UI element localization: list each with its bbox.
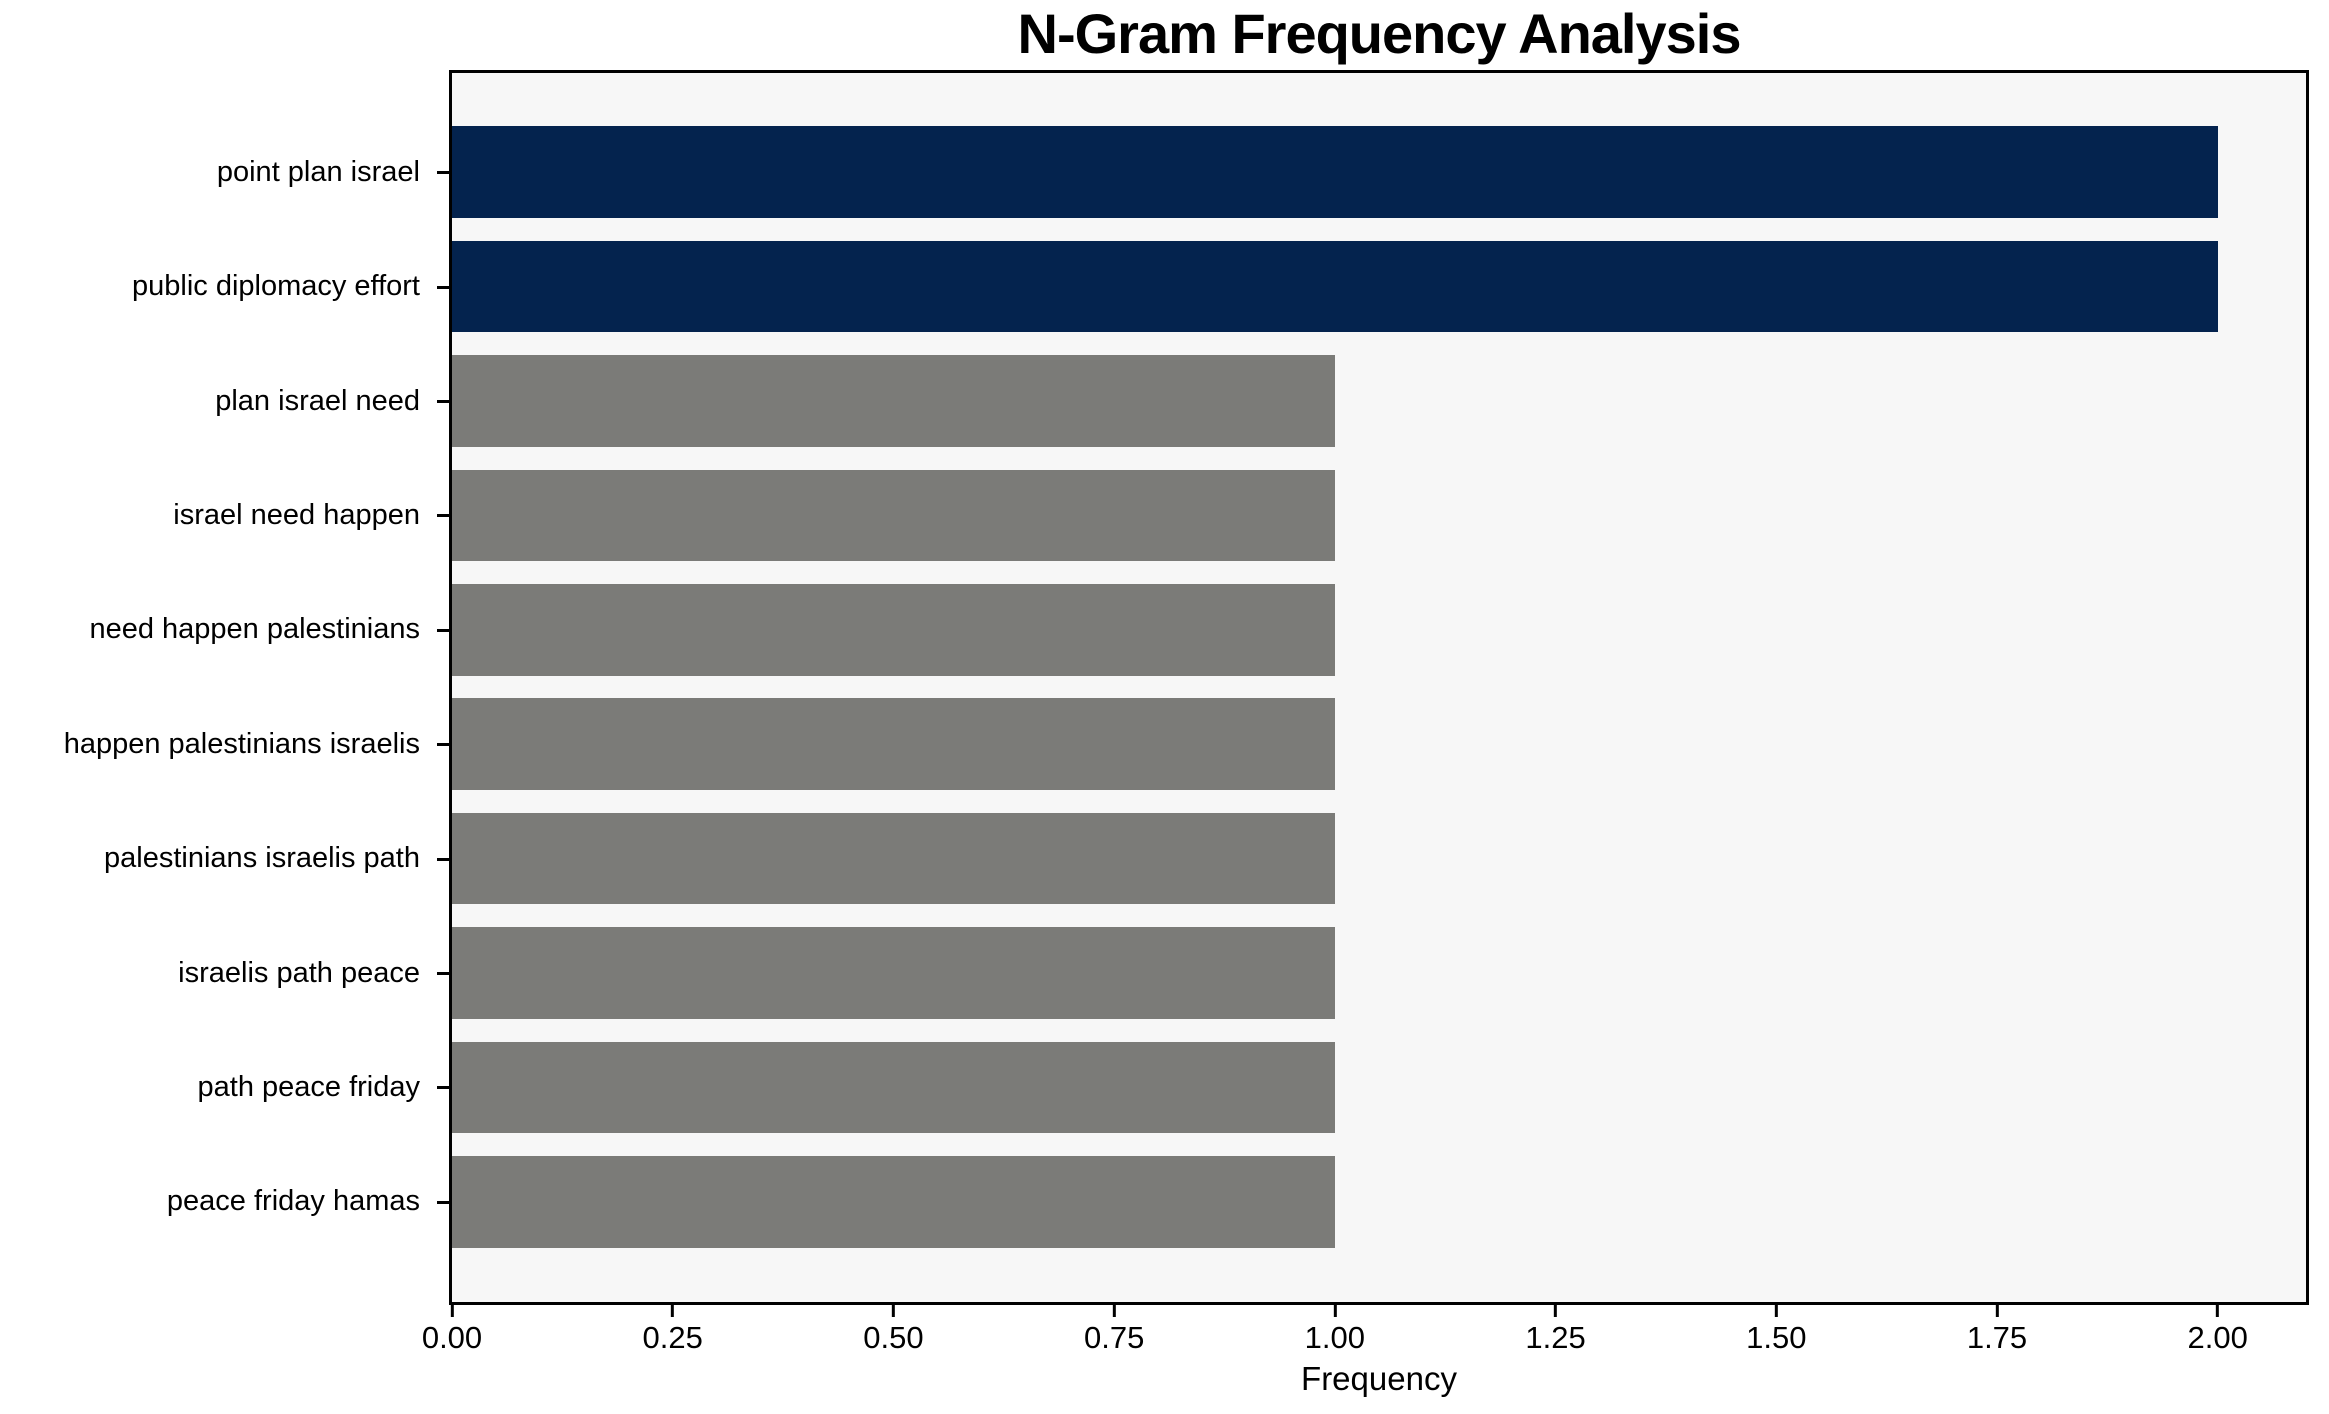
category-row: path peace friday bbox=[0, 1030, 449, 1144]
bar bbox=[452, 1156, 1335, 1248]
category-row: peace friday hamas bbox=[0, 1145, 449, 1259]
x-axis-ticks: 0.00 0.25 0.50 0.75 1.00 1.25 1.50 1.75 2.00 bbox=[422, 1305, 2306, 1375]
bar-row bbox=[452, 573, 2306, 687]
bar bbox=[452, 126, 2218, 218]
plot-area bbox=[449, 70, 2309, 1305]
y-tick-mark bbox=[437, 1086, 449, 1090]
category-row: israelis path peace bbox=[0, 916, 449, 1030]
x-tick-mark bbox=[1333, 1305, 1337, 1317]
bar-row bbox=[452, 1030, 2306, 1144]
category-row: point plan israel bbox=[0, 115, 449, 229]
y-tick-mark bbox=[437, 514, 449, 518]
x-tick: 0.75 bbox=[1084, 1305, 1144, 1353]
bar bbox=[452, 698, 1335, 790]
category-row: palestinians israelis path bbox=[0, 801, 449, 915]
x-tick-mark bbox=[2216, 1305, 2220, 1317]
bar-row bbox=[452, 115, 2306, 229]
category-row: need happen palestinians bbox=[0, 573, 449, 687]
x-tick-label: 0.50 bbox=[863, 1320, 924, 1355]
x-tick-mark bbox=[1554, 1305, 1558, 1317]
x-tick: 0.25 bbox=[643, 1305, 703, 1353]
bar-row bbox=[452, 344, 2306, 458]
category-label: path peace friday bbox=[197, 1070, 420, 1103]
category-row: israel need happen bbox=[0, 458, 449, 572]
x-tick-mark bbox=[891, 1305, 895, 1317]
category-row: public diplomacy effort bbox=[0, 229, 449, 343]
bar-row bbox=[452, 687, 2306, 801]
x-tick: 0.50 bbox=[863, 1305, 924, 1355]
x-tick: 1.75 bbox=[1967, 1305, 2027, 1353]
x-tick-label: 1.25 bbox=[1525, 1320, 1586, 1355]
bar bbox=[452, 927, 1335, 1019]
bar-row bbox=[452, 229, 2306, 343]
x-tick-mark bbox=[1112, 1305, 1116, 1317]
bar bbox=[452, 355, 1335, 447]
category-label: israel need happen bbox=[173, 498, 420, 531]
x-tick-mark bbox=[1774, 1305, 1778, 1317]
x-tick-label: 1.50 bbox=[1746, 1320, 1807, 1355]
category-label: plan israel need bbox=[215, 384, 420, 417]
bar bbox=[452, 584, 1335, 676]
x-tick: 2.00 bbox=[2188, 1305, 2248, 1353]
bar bbox=[452, 1041, 1335, 1134]
chart-title: N-Gram Frequency Analysis bbox=[1017, 2, 1742, 65]
bar-row bbox=[452, 1145, 2306, 1259]
bar-row bbox=[452, 916, 2306, 1030]
y-tick-mark bbox=[437, 628, 449, 632]
x-tick-label: 0.25 bbox=[642, 1320, 703, 1355]
bar bbox=[452, 469, 1335, 562]
x-tick-label: 0.00 bbox=[421, 1320, 483, 1355]
category-label: peace friday hamas bbox=[166, 1185, 420, 1218]
category-label: palestinians israelis path bbox=[104, 842, 420, 875]
bar bbox=[452, 812, 1335, 905]
x-tick-label: 2.00 bbox=[2187, 1320, 2248, 1355]
category-row: happen palestinians israelis bbox=[0, 687, 449, 801]
y-tick-mark bbox=[437, 285, 449, 289]
x-tick-mark bbox=[450, 1305, 454, 1317]
bar-rows bbox=[452, 115, 2306, 1259]
y-tick-mark bbox=[437, 400, 449, 404]
bar bbox=[452, 240, 2218, 333]
y-tick-mark bbox=[437, 171, 449, 175]
category-labels: point plan israel public diplomacy effort… bbox=[0, 115, 449, 1259]
y-tick-mark bbox=[437, 743, 449, 747]
bar-row bbox=[452, 801, 2306, 915]
x-tick-mark bbox=[1995, 1305, 1999, 1317]
x-axis-label: Frequency bbox=[1301, 1360, 1457, 1397]
category-label: need happen palestinians bbox=[89, 613, 420, 646]
x-tick: 1.50 bbox=[1746, 1305, 1806, 1353]
category-label: point plan israel bbox=[216, 155, 420, 188]
bar-row bbox=[452, 458, 2306, 572]
x-tick-mark bbox=[671, 1305, 675, 1317]
x-tick: 0.00 bbox=[422, 1305, 482, 1353]
x-tick: 1.25 bbox=[1525, 1305, 1586, 1355]
category-label: public diplomacy effort bbox=[131, 270, 420, 303]
x-tick-label: 0.75 bbox=[1083, 1320, 1145, 1355]
y-tick-mark bbox=[437, 1200, 449, 1204]
x-tick-label: 1.00 bbox=[1304, 1320, 1366, 1355]
x-tick: 1.00 bbox=[1305, 1305, 1365, 1353]
x-tick-label: 1.75 bbox=[1966, 1320, 2028, 1355]
category-row: plan israel need bbox=[0, 344, 449, 458]
category-label: happen palestinians israelis bbox=[63, 727, 420, 760]
y-tick-mark bbox=[437, 857, 449, 861]
y-tick-mark bbox=[437, 972, 449, 976]
category-label: israelis path peace bbox=[178, 956, 420, 989]
